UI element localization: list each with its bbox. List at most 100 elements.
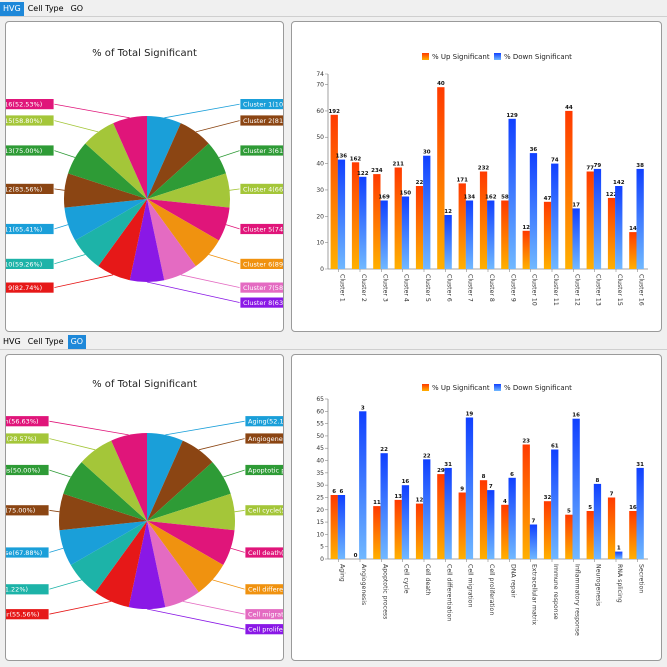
pie-label-rna-splicing: RNA splicing(28.57%) [6, 435, 37, 443]
bar-up-cluster-6 [437, 87, 445, 269]
bar-up-label-cluster-5: 22 [416, 180, 424, 186]
x-tick-label-apoptotic-process: Apoptotic process [381, 564, 388, 619]
pie-slice-dna-repair [95, 521, 147, 608]
bar-down-angiogenesis [359, 411, 367, 559]
pie-label-box-cluster-10 [6, 257, 55, 270]
pie-label-box-neurogenesis [6, 464, 50, 476]
pie-label-box-cluster-5 [239, 223, 283, 235]
pie-label-angiogenesis: Angiogenesis(60.00%) [248, 435, 284, 443]
bar-down-cluster-8 [487, 200, 495, 269]
tab-go-bottom[interactable]: GO [67, 335, 87, 349]
bar-down-label-cluster-7: 134 [464, 195, 476, 201]
bar-up-label-cluster-4: 211 [392, 162, 404, 168]
pie-label-cluster-15: Cluster 15(58.80%) [6, 117, 42, 125]
bar-up-cluster-12 [565, 110, 573, 270]
pie-leader-cell-differentiation [212, 579, 246, 590]
bar-down-label-cluster-16: 38 [636, 163, 644, 169]
legend-down-swatch [494, 53, 501, 60]
pie-label-immune-response: Immune response(67.88%) [6, 549, 42, 557]
tab-hvg-top[interactable]: HVG [0, 2, 24, 16]
pie-slice-extracellular-matrix [70, 521, 147, 593]
bar-up-label-inflammatory-response: 5 [567, 509, 571, 515]
bar-up-cell-death [415, 503, 424, 559]
y-tick-label: 60 [316, 408, 324, 415]
tab-cell-type-bottom[interactable]: Cell Type [27, 337, 64, 346]
pie-label-box-cell-cycle [244, 504, 283, 517]
bar-up-cell-migration [458, 492, 466, 559]
pie-slice-cluster-11 [64, 199, 147, 241]
bar-down-cluster-5 [423, 155, 431, 269]
bar-down-label-cluster-10: 36 [530, 147, 538, 153]
bar-up-label-cell-migration: 9 [460, 487, 464, 493]
pie-label-box-inflammatory-response [6, 504, 50, 517]
bar-up-cell-proliferation [479, 480, 488, 559]
x-tick-label-cluster-6: Cluster 6 [445, 274, 452, 302]
bar-up-cluster-3 [373, 174, 381, 269]
pie-label-box-dna-repair [6, 608, 50, 621]
pie-label-cluster-9: Cluster 9(82.74%) [6, 284, 42, 292]
x-tick-label-extracellular-matrix: Extracellular matrix [531, 564, 538, 625]
bar-down-cluster-4 [401, 196, 410, 269]
bar-panel-bottom: % Up Significant% Down Significant 0 5 10 15… [291, 354, 662, 661]
pie-label-box-cluster-7 [239, 281, 283, 294]
x-tick-label-aging: Aging [339, 564, 346, 582]
bar-down-cell-cycle [401, 485, 410, 559]
x-tick-label-dna-repair: DNA repair [509, 564, 516, 598]
pie-label-neurogenesis: Neurogenesis(50.00%) [6, 466, 40, 474]
pie-leader-dna-repair [48, 601, 112, 615]
bar-down-label-cluster-3: 169 [378, 195, 390, 201]
bar-up-label-secretion: 16 [629, 505, 637, 511]
bar-up-immune-response [543, 501, 552, 559]
bar-up-label-cluster-3: 234 [371, 168, 383, 174]
bar-up-cluster-7 [458, 183, 466, 269]
pie-slice-cluster-6 [147, 199, 219, 267]
x-tick-label-cluster-16: Cluster 16 [637, 274, 644, 306]
pie-label-apoptotic-process: Apoptotic process(64.71%) [248, 466, 284, 474]
pie-leader-secretion [48, 420, 129, 436]
pie-label-box-cluster-12 [6, 182, 55, 195]
bar-down-cluster-7 [465, 200, 474, 269]
pie-slice-cluster-8 [129, 199, 165, 283]
bar-up-cluster-11 [543, 201, 552, 269]
x-tick-label-cluster-4: Cluster 4 [403, 274, 410, 302]
tab-hvg-bottom[interactable]: HVG [3, 337, 21, 346]
pie-label-cell-differentiation: Cell differentiation(71.43%) [248, 586, 284, 594]
bar-down-cluster-11 [551, 163, 559, 269]
y-tick-label: 45 [316, 445, 324, 452]
bar-down-label-cluster-12: 17 [572, 202, 580, 208]
bar-down-cluster-13 [593, 168, 602, 269]
bar-down-label-neurogenesis: 8 [595, 478, 599, 484]
pie-label-box-rna-splicing [6, 432, 50, 445]
pie-leader-rna-splicing [48, 438, 96, 451]
pie-leader-neurogenesis [48, 469, 71, 478]
pie-label-cell-proliferation: Cell proliferation(60.00%) [248, 626, 284, 634]
bar-up-label-cell-proliferation: 8 [482, 474, 486, 480]
pie-leader-cluster-11 [53, 224, 69, 230]
pie-label-cluster-10: Cluster 10(59.26%) [6, 260, 42, 268]
bar-down-extracellular-matrix [529, 524, 538, 559]
bar-up-cluster-9 [501, 200, 509, 269]
bar-down-label-cell-proliferation: 7 [489, 484, 493, 490]
legend-down-swatch [494, 384, 501, 391]
pie-label-aging: Aging(52.17%) [248, 418, 284, 426]
bar-down-cell-death [423, 459, 431, 559]
tab-cell-type-top[interactable]: Cell Type [27, 4, 64, 13]
y-tick-label: 74 [316, 71, 324, 78]
tab-go-top[interactable]: GO [70, 4, 84, 13]
pie-label-cluster-5: Cluster 5(74.29%) [243, 225, 284, 233]
bar-up-cluster-15 [607, 197, 616, 269]
pie-slice-cluster-10 [75, 199, 147, 267]
x-tick-label-cell-migration: Cell migration [467, 564, 474, 607]
y-tick-label: 55 [316, 421, 324, 428]
bar-down-neurogenesis [593, 483, 602, 559]
bar-up-dna-repair [501, 504, 509, 559]
pie-leader-cluster-16 [53, 103, 130, 119]
pie-slice-cluster-4 [147, 173, 231, 208]
legend-down-label: % Down Significant [504, 384, 572, 392]
pie-label-box-extracellular-matrix [6, 583, 50, 596]
bar-chart-top: % Up Significant % Down Significant 0 10 20 3… [316, 53, 648, 306]
x-tick-label-neurogenesis: Neurogenesis [595, 564, 602, 606]
x-tick-label-cluster-15: Cluster 15 [616, 274, 623, 306]
pie-slice-cluster-5 [147, 199, 230, 241]
bar-down-label-angiogenesis: 3 [361, 405, 365, 411]
